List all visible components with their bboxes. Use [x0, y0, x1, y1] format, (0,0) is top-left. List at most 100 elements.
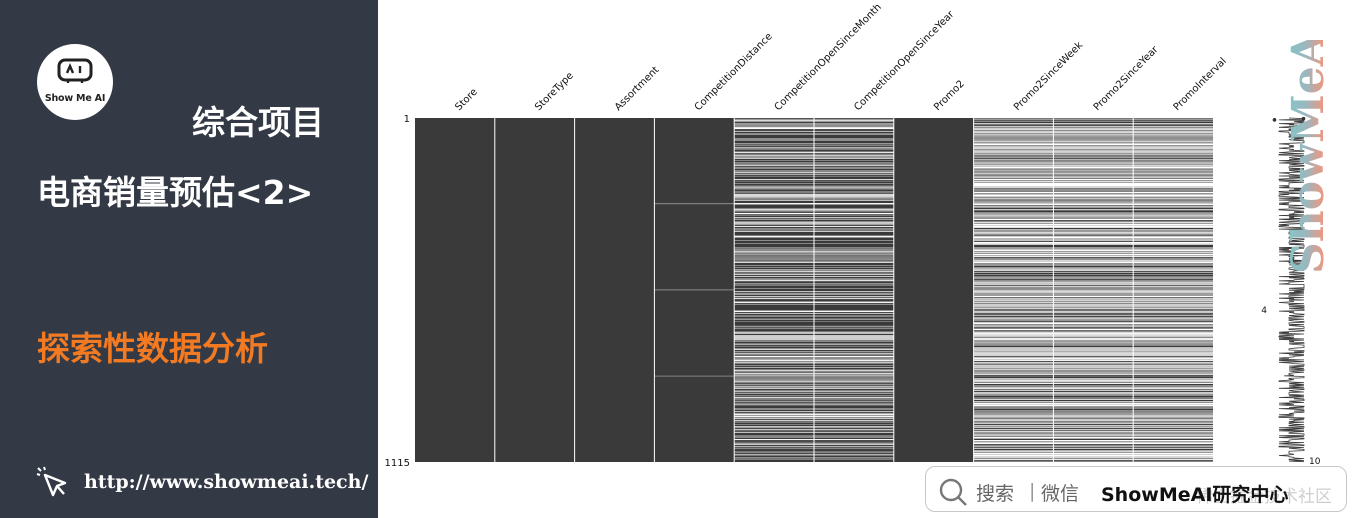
- missing-line: [1133, 157, 1213, 159]
- matrix-block: [1133, 432, 1213, 433]
- missing-line: [1053, 198, 1134, 200]
- missing-line: [973, 387, 1054, 389]
- matrix-block: [973, 423, 1054, 425]
- matrix-block: [1053, 340, 1134, 341]
- matrix-block: [734, 212, 814, 214]
- matrix-block: [1053, 127, 1134, 129]
- missing-line: [1133, 159, 1213, 160]
- missing-line: [734, 147, 814, 148]
- missing-line: [1053, 232, 1134, 234]
- missing-line: [973, 134, 1054, 136]
- missing-line: [1053, 435, 1134, 437]
- missing-line: [1133, 231, 1213, 233]
- missing-line: [1133, 177, 1213, 179]
- matrix-block: [1133, 271, 1213, 272]
- matrix-block: [734, 429, 814, 431]
- matrix-block: [734, 378, 814, 380]
- matrix-block: [973, 156, 1054, 158]
- matrix-block: [814, 215, 894, 218]
- matrix-block: [814, 424, 894, 427]
- website-link[interactable]: http://www.showmeai.tech/: [84, 471, 369, 493]
- missing-line: [973, 349, 1054, 351]
- matrix-block: [734, 270, 814, 272]
- matrix-block: [734, 256, 814, 258]
- matrix-block: [1133, 438, 1213, 441]
- matrix-block: [1133, 189, 1213, 191]
- matrix-block: [1053, 280, 1134, 281]
- matrix-block: [973, 188, 1054, 190]
- missing-line: [1053, 142, 1134, 144]
- missing-line: [973, 128, 1054, 130]
- missing-line: [734, 355, 814, 358]
- missing-line: [1053, 370, 1134, 372]
- matrix-block: [814, 455, 894, 458]
- matrix-block: [973, 303, 1054, 305]
- missing-line: [973, 441, 1054, 443]
- missing-line: [1053, 343, 1134, 345]
- matrix-block: [973, 372, 1054, 374]
- missing-line: [734, 297, 814, 299]
- matrix-block: [1053, 356, 1134, 358]
- matrix-block: [1133, 156, 1213, 158]
- matrix-block: [973, 408, 1054, 411]
- matrix-block: [1053, 320, 1134, 322]
- missing-line: [973, 259, 1054, 261]
- matrix-block: [973, 460, 1054, 462]
- missing-line: [734, 218, 814, 220]
- missing-line: [1133, 271, 1213, 273]
- matrix-block: [734, 427, 814, 428]
- matrix-block: [814, 296, 894, 298]
- matrix-block: [734, 200, 814, 204]
- matrix-block: [973, 324, 1054, 326]
- matrix-block: [973, 319, 1054, 320]
- matrix-block: [1053, 432, 1134, 433]
- matrix-block: [973, 340, 1054, 341]
- matrix-block: [1133, 428, 1213, 430]
- matrix-block: [814, 397, 894, 399]
- matrix-block: [814, 186, 894, 188]
- matrix-block: [1053, 391, 1134, 393]
- matrix-block: [814, 361, 894, 363]
- missing-line: [814, 396, 894, 398]
- missing-line: [973, 300, 1054, 302]
- matrix-block: [734, 214, 814, 216]
- missing-line: [1053, 430, 1134, 432]
- missing-line: [1053, 170, 1134, 172]
- matrix-block: [1133, 272, 1213, 275]
- missing-line: [1053, 166, 1134, 169]
- matrix-block: [973, 361, 1054, 363]
- missing-line: [973, 151, 1054, 153]
- matrix-block: [814, 376, 894, 378]
- column-label: Assortment: [613, 65, 662, 114]
- missing-line: [973, 448, 1054, 449]
- missing-line: [1053, 217, 1134, 219]
- missing-line: [1053, 129, 1134, 131]
- matrix-block: [1053, 234, 1134, 235]
- matrix-block: [1053, 255, 1134, 257]
- matrix-block: [814, 131, 894, 134]
- matrix-block: [973, 415, 1054, 417]
- missing-line: [814, 443, 894, 445]
- matrix-block: [734, 204, 814, 209]
- matrix-block: [734, 296, 814, 298]
- missing-line: [814, 380, 894, 382]
- matrix-block: [814, 303, 894, 305]
- missing-line: [814, 432, 894, 433]
- matrix-block: [734, 276, 814, 279]
- matrix-block: [1053, 342, 1134, 344]
- matrix-block: [734, 316, 814, 319]
- matrix-block: [1053, 421, 1134, 423]
- search-icon: [939, 478, 967, 506]
- matrix-block: [734, 370, 814, 372]
- matrix-block: [734, 252, 814, 254]
- matrix-block: [973, 137, 1054, 139]
- matrix-block: [1053, 375, 1134, 376]
- missing-line: [734, 269, 814, 271]
- matrix-block: [1133, 327, 1213, 329]
- matrix-block: [1053, 263, 1134, 264]
- matrix-block: [973, 438, 1054, 441]
- matrix-block: [1133, 281, 1213, 283]
- missing-line: [814, 171, 894, 173]
- matrix-block: [734, 409, 814, 412]
- search-bar-footer[interactable]: 搜索 | 微信 稀土掘金技术社区 ShowMeAI研究中心: [925, 466, 1347, 512]
